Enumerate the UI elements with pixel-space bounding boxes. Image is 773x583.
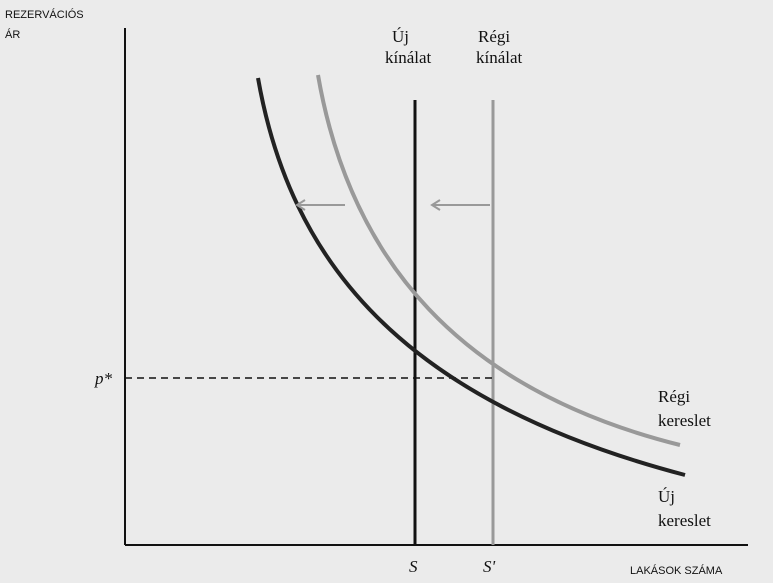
new-demand-curve (256, 77, 686, 477)
old-demand-label: Régi (658, 387, 690, 406)
new-demand-label: Új (658, 487, 675, 506)
y-axis-label: REZERVÁCIÓS (5, 8, 84, 21)
shift-arrows (295, 199, 490, 211)
old-quantity-label: S' (483, 557, 496, 576)
old-supply-label: kínálat (476, 48, 523, 67)
new-quantity-label: S (409, 557, 418, 576)
old-demand-label: kereslet (658, 411, 711, 430)
new-supply-label: Új (392, 27, 409, 46)
old-demand-curve (316, 74, 681, 447)
price-label: p* (94, 369, 113, 388)
x-axis-label: LAKÁSOK SZÁMA (630, 564, 723, 577)
y-axis-label: ÁR (5, 28, 20, 41)
new-supply-label: kínálat (385, 48, 432, 67)
old-supply-label: Régi (478, 27, 510, 46)
new-demand-label: kereslet (658, 511, 711, 530)
